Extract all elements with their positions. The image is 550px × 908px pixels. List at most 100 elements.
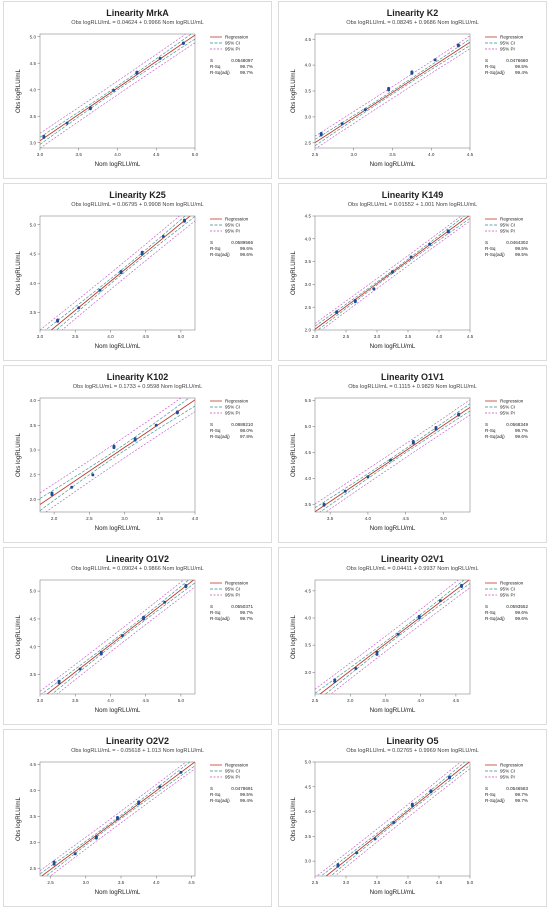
stat-s-label: S (485, 422, 488, 427)
y-tick-label: 4.5 (30, 61, 37, 66)
plot-frame (314, 761, 471, 877)
y-tick-label: 3.5 (30, 423, 37, 428)
stat-s-label: S (210, 240, 213, 245)
y-tick-label: 3.5 (305, 502, 312, 507)
regression-line (46, 580, 195, 694)
legend-regression-label: Regression (225, 581, 249, 586)
plot-frame (39, 761, 196, 877)
y-axis-label: Obs logRLU/mL (290, 614, 297, 659)
legend-ci-label: 95% CI (500, 405, 515, 410)
y-tick-label: 4.0 (30, 398, 37, 403)
y-axis-label: Obs logRLU/mL (15, 614, 22, 659)
regression-line (40, 34, 195, 142)
pi-lower-line (56, 586, 195, 694)
y-tick-label: 3.0 (305, 115, 312, 120)
stat-s-value: 0.0478691 (231, 786, 253, 791)
y-tick-label: 3.5 (305, 834, 312, 839)
y-tick-label: 4.5 (305, 214, 312, 219)
stat-s-value: 0.0589566 (231, 240, 253, 245)
x-tick-label: 4.0 (107, 698, 114, 703)
regression-line (315, 406, 470, 512)
x-axis-label: Nom logRLU/mL (95, 343, 141, 350)
stat-rsq-value: 99.5% (515, 246, 528, 251)
x-tick-label: 4.0 (153, 880, 160, 885)
stat-rsq-value: 99.6% (240, 246, 253, 251)
scatter-plot: 2.5 3.0 3.5 4.0 4.5 3.0 3.5 4.0 4.5 Nom logRLU/mL… (290, 579, 528, 714)
legend-regression-label: Regression (225, 217, 249, 222)
data-point (457, 412, 461, 416)
x-tick-label: 4.0 (114, 152, 121, 157)
data-point (353, 298, 357, 302)
linearity-panel: Linearity K102 Obs logRLU/mL = 0.1733 + 0… (3, 365, 272, 543)
data-point (181, 41, 185, 45)
x-tick-label: 5.0 (440, 516, 447, 521)
stat-s-value: 0.0568349 (506, 422, 528, 427)
legend-regression-label: Regression (500, 581, 524, 586)
chart-title: Linearity K149 (381, 190, 444, 200)
data-point (438, 599, 442, 603)
chart-equation: Obs logRLU/mL = 0.1733 + 0.9598 Nom logR… (72, 384, 203, 390)
y-tick-label: 4.0 (305, 616, 312, 621)
ci-upper-line (40, 762, 191, 875)
chart-title: Linearity O2V1 (380, 554, 445, 564)
x-tick-label: 2.5 (312, 880, 319, 885)
scatter-plot: 2.5 3.0 3.5 4.0 4.5 2.5 3.0 3.5 4.0 4.5 Nom logRLU… (15, 761, 253, 896)
y-axis-label: Obs logRLU/mL (15, 796, 22, 841)
y-tick-label: 4.5 (305, 784, 312, 789)
linearity-panel: Linearity O1V1 Obs logRLU/mL = 0.1115 + 0… (278, 365, 547, 543)
x-axis-label: Nom logRLU/mL (370, 889, 416, 896)
data-point (409, 255, 413, 259)
ci-upper-line (315, 403, 470, 509)
data-point (319, 131, 323, 135)
x-tick-label: 4.5 (188, 880, 195, 885)
legend-ci-label: 95% CI (225, 223, 240, 228)
data-point (50, 491, 54, 495)
data-point (340, 122, 344, 126)
x-tick-label: 4.0 (405, 880, 412, 885)
x-tick-label: 3.5 (157, 516, 164, 521)
linearity-panel: Linearity O1V2 Obs logRLU/mL = 0.09024 + … (3, 547, 272, 725)
data-point (363, 108, 367, 112)
ci-upper-line (315, 38, 470, 140)
stat-rsq-adj-label: R-Sq(adj) (210, 70, 230, 75)
y-tick-label: 4.0 (30, 644, 37, 649)
ci-upper-line (315, 580, 465, 694)
x-tick-label: 3.5 (76, 152, 83, 157)
pi-lower-line (334, 768, 470, 876)
y-tick-label: 3.5 (305, 89, 312, 94)
stat-rsq-value: 99.7% (240, 610, 253, 615)
y-tick-label: 3.5 (305, 643, 312, 648)
data-point (434, 426, 438, 430)
x-tick-label: 3.0 (37, 152, 44, 157)
data-point (389, 458, 393, 462)
stat-rsq-value: 98.0% (240, 428, 253, 433)
y-tick-label: 4.0 (30, 87, 37, 92)
y-tick-label: 3.5 (30, 114, 37, 119)
y-tick-label: 5.5 (305, 398, 312, 403)
data-point (411, 440, 415, 444)
x-tick-label: 4.5 (467, 334, 474, 339)
data-point (98, 288, 102, 292)
pi-lower-line (40, 42, 195, 148)
pi-upper-line (315, 399, 470, 505)
stat-s-value: 0.0546583 (506, 786, 528, 791)
y-tick-label: 3.5 (30, 310, 37, 315)
data-point (52, 860, 56, 864)
x-tick-label: 5.0 (178, 334, 185, 339)
x-tick-label: 5.0 (192, 152, 199, 157)
legend-regression-label: Regression (500, 35, 524, 40)
ci-upper-line (41, 580, 190, 694)
y-axis-label: Obs logRLU/mL (15, 250, 22, 295)
x-tick-label: 3.0 (351, 152, 358, 157)
stat-rsq-label: R-Sq (485, 64, 496, 69)
data-point (158, 56, 162, 60)
chart-equation: Obs logRLU/mL = 0.08245 + 0.9686 Nom log… (346, 20, 479, 26)
x-axis-label: Nom logRLU/mL (95, 525, 141, 532)
x-tick-label: 2.5 (312, 698, 319, 703)
data-point (77, 306, 81, 310)
pi-upper-line (40, 216, 180, 330)
legend-pi-label: 95% PI (500, 411, 515, 416)
x-tick-label: 2.5 (47, 880, 54, 885)
chart-equation: Obs logRLU/mL = 0.09024 + 0.9866 Nom log… (71, 566, 204, 572)
y-tick-label: 3.0 (30, 448, 37, 453)
